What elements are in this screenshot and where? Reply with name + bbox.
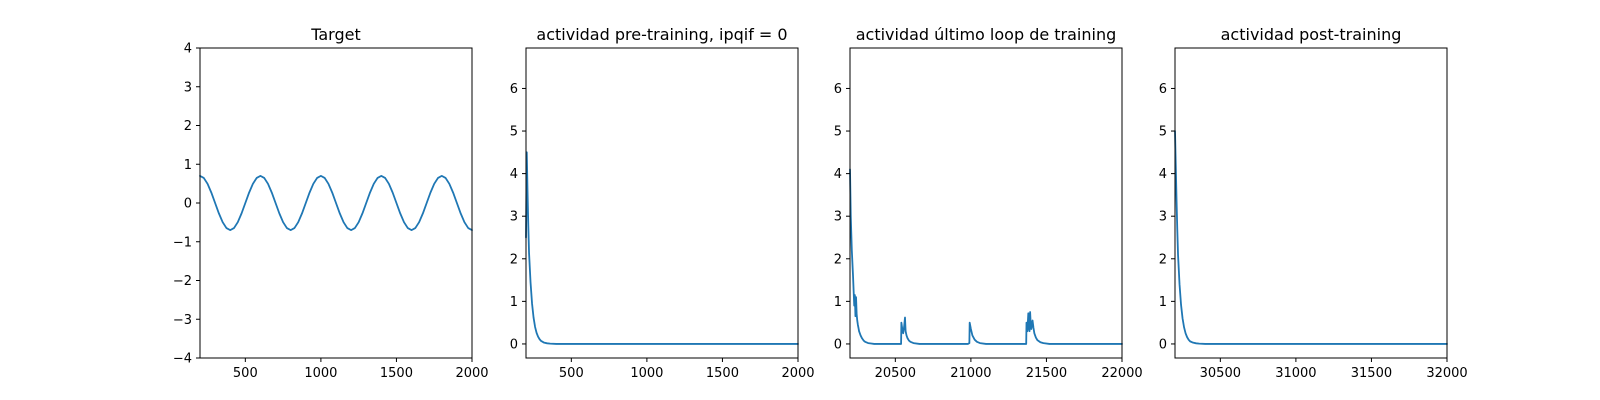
y-tick-label: 4 [184,42,192,57]
subplot-ultimo-loop: actividad último loop de training 20500 2… [834,25,1143,381]
axes-frame [849,47,1123,359]
y-tick-label: 3 [834,210,842,225]
ticks-layer: 500 1000 1500 2000 −4 −3 −2 −1 0 1 2 3 4 [173,42,489,382]
subplot-title: actividad último loop de training [856,25,1117,44]
x-tick-label: 21500 [1026,366,1067,381]
x-tick-label: 32000 [1426,366,1467,381]
series-layer [849,168,1123,345]
y-tick-label: 2 [184,119,192,134]
x-tick-label: 1000 [630,366,663,381]
x-tick-label: 2000 [781,366,814,381]
series-line-0 [849,168,1123,345]
y-tick-label: 0 [834,337,842,352]
subplot-post-training: actividad post-training 30500 31000 31500 3… [1159,25,1468,381]
series-layer [1174,130,1448,345]
x-tick-label: 31500 [1351,366,1392,381]
y-tick-label: 3 [510,210,518,225]
y-tick-label: 6 [834,82,842,97]
y-tick-label: 1 [184,158,192,173]
subplot-title: actividad pre-training, ipqif = 0 [536,25,787,44]
x-tick-label: 1000 [304,366,337,381]
y-tick-label: 6 [1159,82,1167,97]
x-tick-label: 30500 [1200,366,1241,381]
y-tick-label: 0 [510,337,518,352]
x-tick-label: 1500 [380,366,413,381]
y-tick-label: 0 [1159,337,1167,352]
axes-frame [1174,47,1448,359]
y-tick-label: 1 [510,295,518,310]
series-line-0 [525,151,799,345]
x-tick-label: 22000 [1101,366,1142,381]
y-tick-label: 5 [510,125,518,140]
x-tick-label: 20500 [875,366,916,381]
x-tick-label: 2000 [455,366,488,381]
subplot-target: Target 500 1000 1500 2000 −4 −3 −2 −1 0 1 2 3 4 [173,25,489,381]
y-tick-label: 1 [1159,295,1167,310]
y-tick-label: 1 [834,295,842,310]
x-tick-label: 31000 [1275,366,1316,381]
x-tick-label: 21000 [950,366,991,381]
x-tick-label: 1500 [706,366,739,381]
axes-frame [525,47,799,359]
y-tick-label: 4 [834,167,842,182]
x-tick-label: 500 [233,366,258,381]
y-tick-label: 2 [834,252,842,267]
y-tick-label: 3 [184,80,192,95]
subplot-title: Target [310,25,361,44]
y-tick-label: 3 [1159,210,1167,225]
ticks-layer: 20500 21000 21500 22000 0 1 2 3 4 5 6 [834,82,1143,381]
y-tick-label: 4 [510,167,518,182]
y-tick-label: 5 [1159,125,1167,140]
series-layer [525,151,799,345]
y-tick-label: 4 [1159,167,1167,182]
ticks-layer: 500 1000 1500 2000 0 1 2 3 4 5 6 [510,82,815,381]
y-tick-label: 6 [510,82,518,97]
subplot-title: actividad post-training [1221,25,1402,44]
series-line-0 [199,174,473,232]
ticks-layer: 30500 31000 31500 32000 0 1 2 3 4 5 6 [1159,82,1468,381]
y-tick-label: −3 [173,313,192,328]
y-tick-label: −4 [173,352,192,367]
y-tick-label: 2 [1159,252,1167,267]
subplot-pre-training: actividad pre-training, ipqif = 0 500 100… [510,25,815,381]
x-tick-label: 500 [559,366,584,381]
y-tick-label: 0 [184,197,192,212]
y-tick-label: 2 [510,252,518,267]
y-tick-label: 5 [834,125,842,140]
y-tick-label: −2 [173,274,192,289]
series-line-0 [1174,130,1448,345]
y-tick-label: −1 [173,235,192,250]
series-layer [199,174,473,232]
